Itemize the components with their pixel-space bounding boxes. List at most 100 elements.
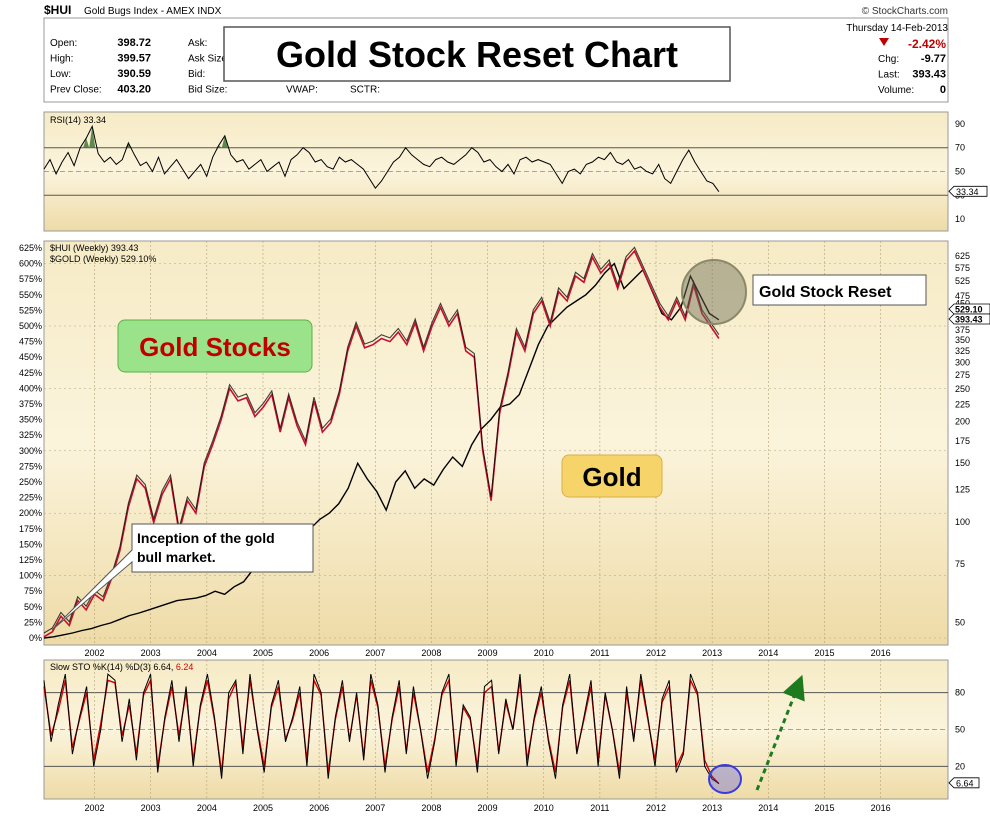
- x-tick-label: 2014: [758, 648, 778, 658]
- rsi-gridlines: [44, 147, 948, 196]
- sto-last-value-tag: [948, 777, 980, 789]
- x-tick-label: 2016: [871, 803, 891, 813]
- svg-text:Gold Stock Reset: Gold Stock Reset: [759, 284, 892, 301]
- right-tick-label: 100: [955, 517, 970, 527]
- x-tick-label: 2003: [141, 648, 161, 658]
- quote-field-label: High:: [50, 54, 73, 65]
- x-tick-label: 2013: [702, 648, 722, 658]
- quote-mid-labels: Ask: Ask Size: Bid: Bid Size: VWAP: SCTR:: [188, 38, 380, 96]
- price-x-axis: 2002 2003 2004 2005 2006 2007 2008 2009 2010 2011…: [85, 648, 891, 658]
- quote-right-label: Last:: [878, 70, 900, 81]
- sto-last-value: 6.64: [956, 778, 974, 788]
- left-tick-label: 225%: [19, 493, 42, 503]
- left-tick-label: 50%: [24, 602, 42, 612]
- right-tick-label: 150: [955, 458, 970, 468]
- right-tick-label: 575: [955, 263, 970, 273]
- hui-series-line: [43, 249, 720, 638]
- sto-k-line: [43, 673, 720, 785]
- price-last-value-tag: [948, 313, 990, 325]
- x-tick-label: 2011: [590, 803, 609, 813]
- rsi-panel: 907050301033.34 RSI(14) 33.34: [43, 111, 988, 232]
- x-tick-label: 2005: [253, 648, 273, 658]
- quote-right-label: Volume:: [878, 85, 914, 96]
- left-tick-label: 400%: [19, 383, 42, 393]
- x-tick-label: 2014: [758, 803, 778, 813]
- x-tick-label: 2008: [421, 648, 441, 658]
- left-tick-label: 550%: [19, 290, 42, 300]
- left-tick-label: 125%: [19, 555, 42, 565]
- right-tick-label: 225: [955, 399, 970, 409]
- left-tick-label: 450%: [19, 352, 42, 362]
- rsi-tick-label: 10: [955, 214, 965, 224]
- left-tick-label: 175%: [19, 524, 42, 534]
- x-tick-label: 2015: [814, 803, 834, 813]
- quote-mid-label: Bid:: [188, 69, 205, 80]
- left-tick-label: 275%: [19, 461, 42, 471]
- quote-right-fields: Chg: -9.77 Last: 393.43 Volume: 0: [878, 53, 946, 96]
- right-tick-label: 250: [955, 384, 970, 394]
- hui-series-line-dark: [43, 246, 720, 634]
- title-box: Gold Stock Reset Chart: [223, 26, 731, 82]
- x-tick-label: 2016: [871, 648, 891, 658]
- x-tick-label: 2002: [85, 648, 105, 658]
- x-tick-label: 2010: [534, 648, 554, 658]
- price-last-value: 393.43: [955, 315, 983, 325]
- symbol-label: $HUI: [44, 3, 71, 17]
- rsi-last-value: 33.34: [956, 187, 979, 197]
- quote-mid-label: Ask:: [188, 38, 207, 49]
- chart-title: Gold Stock Reset Chart: [276, 34, 678, 75]
- left-tick-label: 200%: [19, 508, 42, 518]
- upward-arrow-icon: [755, 674, 805, 791]
- inception-callout: Inception of the gold bull market.: [51, 523, 314, 631]
- right-tick-label: 125: [955, 485, 970, 495]
- quote-extra-label: SCTR:: [350, 85, 380, 96]
- right-tick-label: 375: [955, 325, 970, 335]
- right-tick-label: 525: [955, 276, 970, 286]
- quote-right-label: Chg:: [878, 54, 899, 65]
- x-tick-label: 2011: [590, 648, 609, 658]
- price-gridlines: [44, 241, 948, 645]
- x-tick-label: 2007: [365, 648, 385, 658]
- change-percent: -2.42%: [908, 37, 946, 51]
- right-tick-label: 475: [955, 291, 970, 301]
- down-triangle-icon: [879, 38, 889, 46]
- source-credit: © StockCharts.com: [862, 6, 948, 17]
- price-left-axis: 625% 600% 575% 550% 525% 500% 475% 450% 425% 400%…: [19, 243, 42, 643]
- left-tick-label: 0%: [29, 633, 42, 643]
- index-name-label: Gold Bugs Index - AMEX INDX: [84, 6, 222, 17]
- rsi-tick-label: 70: [955, 143, 965, 153]
- right-tick-label: 325: [955, 346, 970, 356]
- hui-legend: $HUI (Weekly) 393.43: [50, 243, 138, 253]
- left-tick-label: 250%: [19, 477, 42, 487]
- gold-legend: $GOLD (Weekly) 529.10%: [50, 254, 156, 264]
- gold-series-line: [43, 262, 720, 639]
- left-tick-label: 500%: [19, 321, 42, 331]
- x-tick-label: 2009: [478, 648, 498, 658]
- x-tick-label: 2002: [85, 803, 105, 813]
- x-tick-label: 2005: [253, 803, 273, 813]
- quote-fields: Open: 398.72 High: 399.57 Low: 390.59 Prev Clo…: [50, 37, 151, 96]
- quote-field-label: Low:: [50, 69, 71, 80]
- quote-field-label: Open:: [50, 38, 77, 49]
- quote-field-label: Prev Close:: [50, 85, 102, 96]
- x-tick-label: 2006: [309, 803, 329, 813]
- left-tick-label: 625%: [19, 243, 42, 253]
- x-tick-label: 2015: [814, 648, 834, 658]
- rsi-last-value-tag: [948, 185, 988, 197]
- sto-tick-label: 20: [955, 761, 965, 771]
- date-label: Thursday 14-Feb-2013: [846, 23, 948, 34]
- left-tick-label: 150%: [19, 539, 42, 549]
- rsi-line: [43, 124, 720, 192]
- rsi-tick-label: 90: [955, 119, 965, 129]
- gold-stocks-label: Gold Stocks: [117, 319, 313, 373]
- x-tick-label: 2006: [309, 648, 329, 658]
- left-tick-label: 575%: [19, 274, 42, 284]
- right-tick-label: 350: [955, 335, 970, 345]
- left-tick-label: 25%: [24, 617, 42, 627]
- sto-tick-label: 80: [955, 688, 965, 698]
- right-tick-label: 275: [955, 370, 970, 380]
- rsi-axis: 907050301033.34: [948, 119, 988, 224]
- price-last-value-tag: [948, 303, 990, 315]
- x-tick-label: 2012: [646, 648, 666, 658]
